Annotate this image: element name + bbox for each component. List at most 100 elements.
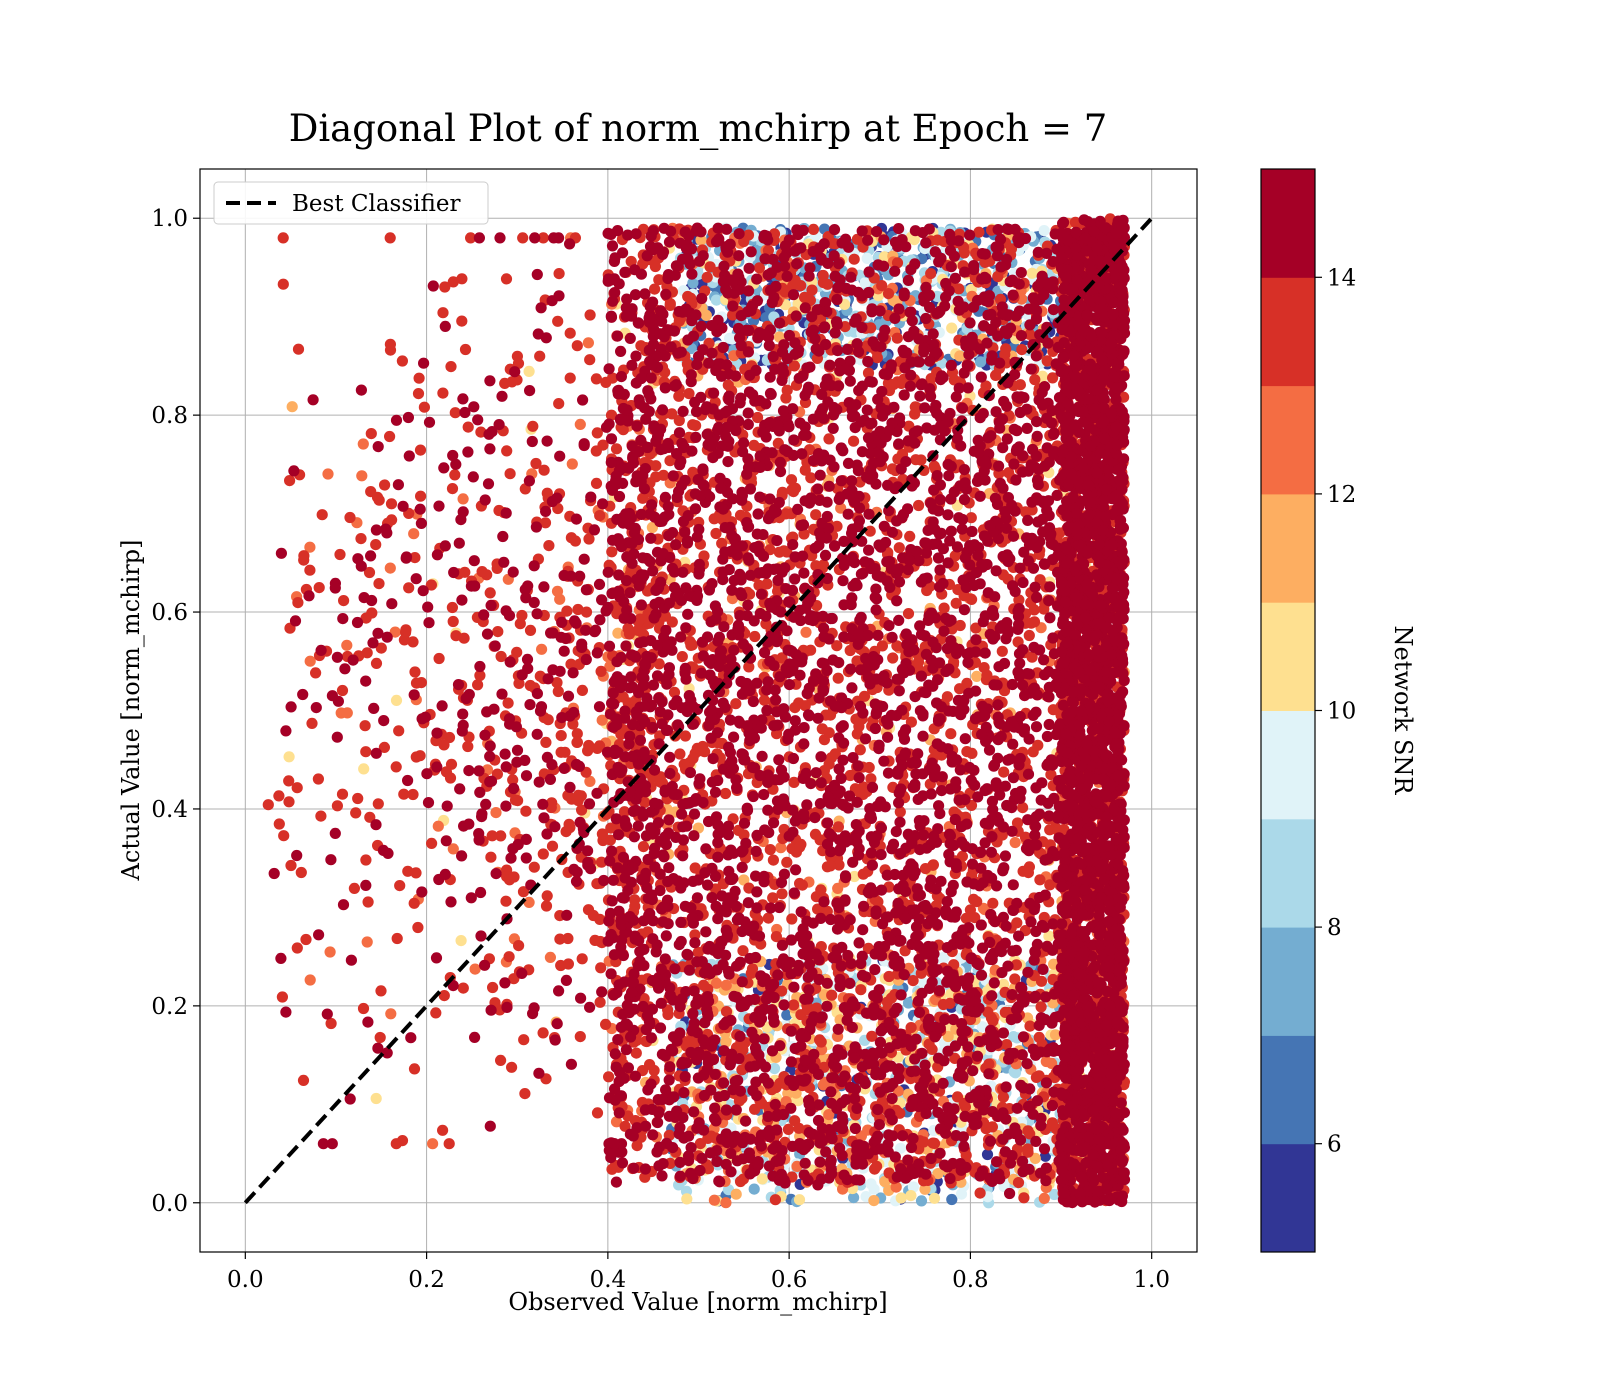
scatter-point [708, 1194, 721, 1206]
scatter-point [987, 897, 999, 909]
scatter-point [907, 1181, 920, 1193]
scatter-point [572, 603, 584, 616]
scatter-point [574, 1031, 586, 1043]
scatter-point [1048, 1188, 1060, 1201]
scatter-point [682, 290, 694, 303]
scatter-point [781, 856, 793, 868]
scatter-point [555, 959, 567, 972]
scatter-point [966, 747, 978, 760]
scatter-point [606, 546, 618, 558]
scatter-point [462, 421, 474, 433]
plot-area: 0.0 0.2 0.4 0.6 0.8 1.0 0.00.20.40.60.81.0 [151, 168, 1198, 1293]
scatter-point [687, 277, 699, 289]
scatter-point [403, 582, 415, 594]
scatter-point [534, 350, 546, 362]
scatter-point [855, 984, 867, 996]
scatter-point [517, 232, 529, 244]
scatter-point [915, 1195, 928, 1207]
scatter-point [283, 751, 295, 763]
scatter-point [902, 608, 915, 620]
scatter-point [315, 810, 327, 822]
scatter-point [595, 665, 607, 678]
scatter-point [553, 268, 565, 280]
scatter-point [700, 309, 712, 321]
scatter-point [569, 535, 582, 547]
scatter-point [769, 1194, 782, 1206]
scatter-point [408, 1063, 421, 1075]
scatter-point [748, 1183, 760, 1195]
scatter-point [1028, 616, 1041, 628]
scatter-point [390, 694, 403, 707]
scatter-point [415, 490, 427, 502]
scatter-point [449, 407, 461, 419]
scatter-point [304, 655, 316, 667]
scatter-point [390, 1138, 402, 1150]
scatter-point [516, 609, 528, 622]
scatter-point [590, 373, 603, 385]
scatter-point [513, 940, 525, 952]
scatter-point [262, 799, 274, 811]
scatter-point [945, 728, 957, 740]
scatter-point [373, 578, 385, 590]
scatter-point [1022, 867, 1034, 879]
scatter-point [537, 848, 549, 860]
scatter-point [806, 284, 818, 296]
scatter-point [297, 1074, 310, 1086]
scatter-point [384, 430, 396, 443]
scatter-point [978, 662, 990, 674]
scatter-point [365, 428, 377, 440]
scatter-point [358, 763, 370, 775]
scatter-point [644, 1059, 656, 1071]
scatter-point [338, 595, 350, 607]
scatter-point [292, 597, 304, 609]
scatter-point [504, 468, 516, 480]
scatter-point [761, 578, 773, 590]
scatter-point [564, 327, 576, 339]
scatter-point [631, 1140, 643, 1152]
scatter-point [322, 468, 334, 480]
scatter-point [868, 1195, 880, 1207]
scatter-point [370, 539, 382, 551]
scatter-point [455, 935, 467, 947]
scatter-point [941, 691, 954, 703]
scatter-point [437, 307, 449, 319]
scatter-point [1023, 629, 1035, 642]
scatter-point [433, 652, 445, 665]
scatter-point [710, 294, 723, 306]
scatter-point [966, 593, 978, 606]
scatter-point [384, 344, 397, 356]
scatter-point [882, 288, 895, 300]
scatter-point [1011, 917, 1023, 929]
scatter-point [445, 361, 457, 373]
scatter-point [764, 844, 776, 856]
scatter-point [824, 860, 837, 872]
scatter-point [986, 1121, 999, 1133]
scatter-point [541, 890, 553, 902]
scatter-point [1000, 343, 1012, 355]
scatter-point [506, 376, 518, 388]
scatter-point [887, 652, 899, 664]
scatter-point [490, 807, 502, 819]
scatter-point [1012, 1177, 1025, 1189]
scatter-point [823, 433, 835, 445]
scatter-point [426, 837, 438, 850]
scatter-point [304, 974, 316, 986]
scatter-point [1038, 1192, 1050, 1204]
scatter-point [437, 1124, 449, 1136]
scatter-point [459, 343, 472, 356]
scatter-point [730, 1188, 742, 1200]
scatter-point [637, 492, 649, 504]
scatter-point [805, 472, 817, 484]
scatter-point [500, 273, 513, 285]
scatter-points [262, 213, 1131, 1209]
scatter-point [768, 1062, 781, 1075]
scatter-point [928, 1192, 941, 1204]
scatter-point [462, 740, 474, 753]
scatter-point [414, 444, 427, 456]
scatter-point [538, 464, 550, 476]
scatter-point [485, 851, 497, 863]
scatter-point [857, 868, 869, 880]
scatter-point [277, 278, 289, 290]
scatter-point [785, 474, 798, 486]
